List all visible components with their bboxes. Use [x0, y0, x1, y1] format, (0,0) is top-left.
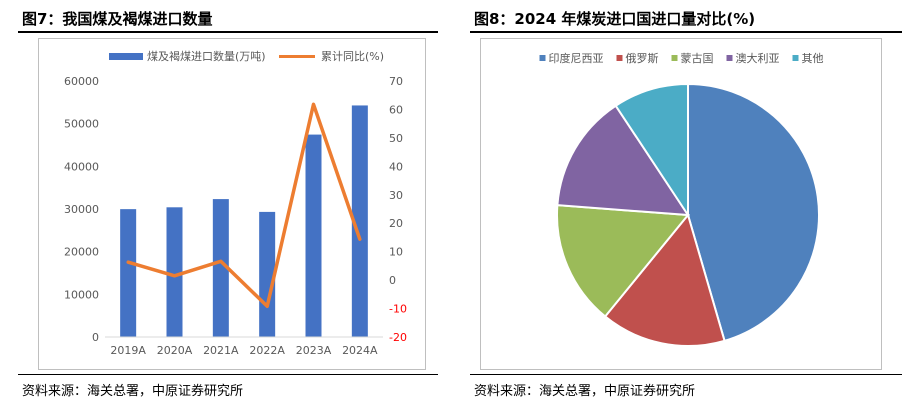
pie-slice-2	[603, 212, 726, 347]
y2-tick-label: 20	[389, 217, 403, 230]
pie-slice-1	[687, 82, 821, 343]
figure-title-right: 图8：2024 年煤炭进口国进口量对比(%)	[474, 10, 756, 28]
legend-swatch-1	[539, 55, 546, 61]
legend-swatch-2	[616, 55, 623, 61]
source-note-right: 资料来源：海关总署，中原证券研究所	[474, 384, 696, 399]
yoy-line-series	[126, 102, 362, 309]
x-tick-label: 2021A	[203, 344, 239, 357]
legend-swatch-3	[671, 55, 678, 61]
y-tick-label: 30000	[64, 203, 99, 216]
y2-tick-label: 0	[389, 274, 396, 287]
y2-tick-label: -10	[389, 303, 407, 316]
title-rule-right	[470, 31, 902, 33]
x-tick-label: 2020A	[157, 344, 193, 357]
bar-2023A	[305, 134, 322, 337]
bar-2020A	[166, 207, 183, 337]
legend-label-bar: 煤及褐煤进口数量(万吨)	[147, 49, 266, 63]
y-tick-label: 20000	[64, 246, 99, 259]
y2-tick-label: 70	[389, 75, 403, 88]
legend-swatch-bar	[109, 53, 143, 60]
bar-2024A	[351, 105, 368, 337]
y2-tick-label: 50	[389, 132, 403, 145]
pie-slice-4	[556, 104, 690, 217]
x-tick-label: 2023A	[296, 344, 332, 357]
source-rule-left	[18, 374, 438, 375]
bar-2022A	[259, 211, 276, 337]
legend-swatch-4	[726, 55, 733, 61]
legend-label: 蒙古国	[681, 52, 714, 65]
right-figure-panel: 图8：2024 年煤炭进口国进口量对比(%) 印度尼西亚 俄罗斯 蒙古国 澳大利亚 其他…	[470, 0, 902, 411]
legend-label: 印度尼西亚	[549, 51, 604, 65]
combo-chart: 煤及褐煤进口数量(万吨) 累计同比(%) 0 10000 20000 30000 40000…	[64, 49, 407, 357]
legend-label: 其他	[802, 52, 824, 65]
y2-tick-label: 40	[389, 160, 403, 173]
chart-legend: 煤及褐煤进口数量(万吨) 累计同比(%)	[109, 49, 384, 63]
pie-slice-3	[556, 204, 690, 318]
legend-swatch-5	[792, 55, 799, 61]
legend-label: 澳大利亚	[736, 51, 780, 65]
x-tick-label: 2022A	[249, 344, 285, 357]
y-tick-label: 60000	[64, 75, 99, 88]
y2-tick-label: 10	[389, 246, 403, 259]
legend-label: 俄罗斯	[626, 52, 659, 65]
pie-legend: 印度尼西亚 俄罗斯 蒙古国 澳大利亚 其他	[539, 51, 824, 65]
x-tick-label: 2024A	[342, 344, 378, 357]
y2-tick-label: 30	[389, 189, 403, 202]
y-tick-label: 10000	[64, 288, 99, 301]
pie-chart: 印度尼西亚 俄罗斯 蒙古国 澳大利亚 其他	[539, 51, 824, 347]
pie-chart-frame: 印度尼西亚 俄罗斯 蒙古国 澳大利亚 其他	[480, 38, 882, 370]
y2-tick-label: 60	[389, 103, 403, 116]
combo-chart-frame: 煤及褐煤进口数量(万吨) 累计同比(%) 0 10000 20000 30000 40000…	[38, 38, 426, 370]
left-figure-panel: 图7：我国煤及褐煤进口数量 煤及褐煤进口数量(万吨) 累计同比(%) 0 10000 2…	[18, 0, 438, 411]
y-tick-label: 0	[92, 331, 99, 344]
x-tick-label: 2019A	[110, 344, 146, 357]
legend-label-line: 累计同比(%)	[321, 50, 384, 63]
figure-title-left: 图7：我国煤及褐煤进口数量	[22, 10, 213, 28]
y-tick-label: 50000	[64, 118, 99, 131]
bar-2019A	[120, 209, 137, 337]
source-rule-right	[470, 374, 902, 375]
source-note-left: 资料来源：海关总署，中原证券研究所	[22, 384, 244, 399]
bar-2021A	[212, 199, 229, 337]
y-tick-label: 40000	[64, 160, 99, 173]
title-rule-left	[18, 31, 438, 33]
y2-tick-label: -20	[389, 331, 407, 344]
pie-slice-5	[614, 82, 689, 219]
